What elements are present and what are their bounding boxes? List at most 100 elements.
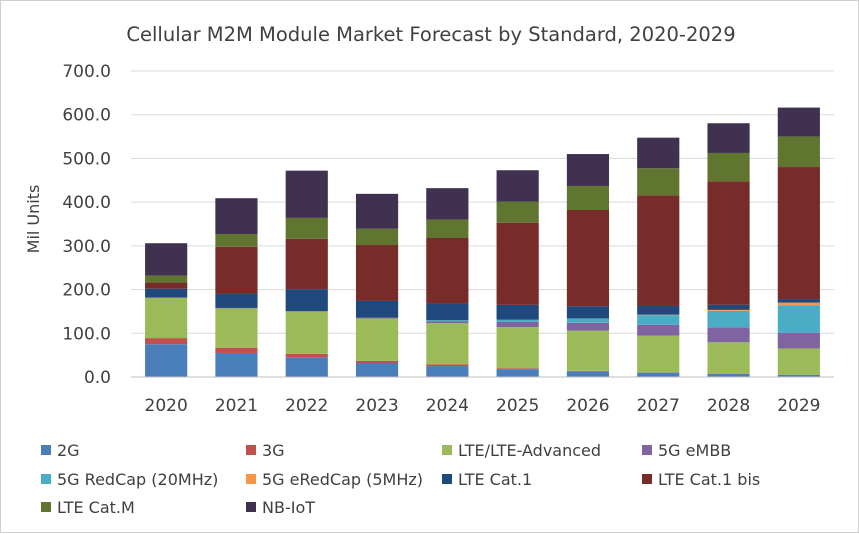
bar-segment-5g-embb-2029	[778, 333, 820, 349]
bar-segment-lte-lte-advanced-2025	[497, 327, 539, 368]
legend-swatch	[41, 474, 51, 484]
y-axis-label: Mil Units	[24, 185, 43, 254]
legend-swatch	[41, 445, 51, 455]
bar-segment-5g-redcap-20mhz-2029	[778, 305, 820, 333]
bar-segment-lte-cat-1-bis-2028	[707, 181, 749, 304]
bar-segment-5g-embb-2028	[707, 327, 749, 342]
bar-segment-lte-cat-1-2027	[637, 306, 679, 315]
x-tick-label: 2028	[707, 396, 750, 416]
legend-swatch	[442, 445, 452, 455]
legend-swatch	[442, 474, 452, 484]
bar-segment-lte-cat-1-bis-2025	[497, 223, 539, 305]
bar-segment-nb-iot-2021	[215, 198, 257, 234]
x-tick-label: 2027	[637, 396, 680, 416]
legend-swatch	[642, 445, 652, 455]
bar-segment-5g-eredcap-5mhz-2028	[707, 310, 749, 311]
y-tick-label: 700.0	[62, 62, 111, 82]
y-tick-label: 500.0	[62, 149, 111, 169]
bar-segment-5g-redcap-20mhz-2025	[497, 320, 539, 322]
bar-segment-5g-embb-2023	[356, 318, 398, 319]
bar-segment-nb-iot-2028	[707, 123, 749, 153]
legend-item-5g-eredcap-5mhz: 5G eRedCap (5MHz)	[246, 470, 423, 489]
bar-segment-5g-redcap-20mhz-2027	[637, 315, 679, 325]
legend-item-lte-cat-1-bis: LTE Cat.1 bis	[642, 470, 760, 489]
legend-swatch	[246, 474, 256, 484]
bar-segment-3g-2021	[215, 348, 257, 353]
bar-segment-5g-redcap-20mhz-2026	[567, 318, 609, 322]
bar-segment-3g-2022	[286, 354, 328, 357]
bar-segment-lte-cat-1-2025	[497, 305, 539, 320]
legend-label: NB-IoT	[262, 498, 315, 517]
bar-segment-2g-2027	[637, 373, 679, 377]
bar-segment-lte-lte-advanced-2028	[707, 342, 749, 373]
y-tick-label: 200.0	[62, 281, 111, 301]
legend-item-5g-redcap-20mhz: 5G RedCap (20MHz)	[41, 470, 218, 489]
legend-label: 5G eRedCap (5MHz)	[262, 470, 423, 489]
bar-segment-lte-cat-1-bis-2026	[567, 210, 609, 306]
bar-segment-lte-cat-m-2022	[286, 218, 328, 239]
x-tick-label: 2020	[145, 396, 188, 416]
bar-segment-lte-cat-1-bis-2021	[215, 247, 257, 294]
bar-segment-lte-cat-m-2021	[215, 234, 257, 247]
bar-segment-nb-iot-2023	[356, 194, 398, 229]
bar-segment-2g-2024	[426, 366, 468, 377]
legend-label: 3G	[262, 441, 285, 460]
legend-item-3g: 3G	[246, 441, 285, 460]
bar-segment-lte-lte-advanced-2024	[426, 323, 468, 364]
y-tick-label: 600.0	[62, 106, 111, 126]
bar-segment-nb-iot-2026	[567, 154, 609, 186]
legend-swatch	[246, 502, 256, 512]
bar-segment-nb-iot-2022	[286, 171, 328, 218]
bar-segment-5g-embb-2026	[567, 323, 609, 331]
x-tick-label: 2022	[285, 396, 328, 416]
bar-segment-lte-lte-advanced-2022	[286, 311, 328, 353]
bar-segment-lte-cat-1-2028	[707, 305, 749, 310]
bar-segment-lte-cat-1-2029	[778, 299, 820, 302]
y-tick-label: 100.0	[62, 324, 111, 344]
bar-segment-lte-cat-1-2023	[356, 301, 398, 318]
bar-segment-2g-2021	[215, 353, 257, 377]
bar-segment-lte-lte-advanced-2023	[356, 318, 398, 360]
bar-segment-3g-2024	[426, 364, 468, 366]
bar-segment-2g-2025	[497, 369, 539, 377]
chart-title: Cellular M2M Module Market Forecast by S…	[126, 23, 735, 46]
bar-segment-lte-cat-1-bis-2027	[637, 195, 679, 306]
bar-segment-lte-cat-1-2022	[286, 289, 328, 311]
bar-segment-5g-redcap-20mhz-2028	[707, 311, 749, 328]
bar-segment-lte-cat-1-bis-2029	[778, 167, 820, 299]
bar-segment-2g-2026	[567, 371, 609, 377]
legend-item-5g-embb: 5G eMBB	[642, 441, 731, 460]
bar-segment-nb-iot-2024	[426, 188, 468, 219]
bar-segment-lte-lte-advanced-2021	[215, 308, 257, 347]
bar-segment-lte-cat-m-2026	[567, 186, 609, 210]
bar-segment-lte-cat-m-2020	[145, 276, 187, 283]
bar-segment-nb-iot-2020	[145, 243, 187, 275]
bar-segment-lte-cat-m-2023	[356, 229, 398, 245]
x-tick-label: 2024	[426, 396, 469, 416]
bar-segment-5g-embb-2027	[637, 325, 679, 336]
bar-segment-nb-iot-2025	[497, 170, 539, 201]
legend-item-2g: 2G	[41, 441, 80, 460]
bar-segment-nb-iot-2027	[637, 138, 679, 169]
bar-segment-5g-eredcap-5mhz-2029	[778, 303, 820, 306]
bars	[145, 108, 820, 377]
legend-swatch	[642, 474, 652, 484]
legend-label: LTE Cat.1 bis	[658, 470, 760, 489]
bar-segment-lte-cat-m-2028	[707, 153, 749, 181]
x-tick-label: 2025	[496, 396, 539, 416]
bar-segment-lte-cat-m-2024	[426, 220, 468, 238]
bar-segment-2g-2020	[145, 344, 187, 377]
y-tick-label: 0.0	[84, 368, 111, 388]
legend-item-lte-lte-advanced: LTE/LTE-Advanced	[442, 441, 601, 460]
bar-segment-lte-cat-1-bis-2020	[145, 283, 187, 289]
bar-segment-2g-2022	[286, 357, 328, 377]
legend-label: 2G	[57, 441, 80, 460]
bar-segment-5g-embb-2025	[497, 322, 539, 327]
bar-segment-3g-2020	[145, 338, 187, 344]
bar-segment-nb-iot-2029	[778, 108, 820, 137]
bar-segment-lte-lte-advanced-2020	[145, 298, 187, 338]
legend-label: LTE Cat.M	[57, 498, 135, 517]
bar-segment-lte-cat-1-bis-2024	[426, 238, 468, 304]
